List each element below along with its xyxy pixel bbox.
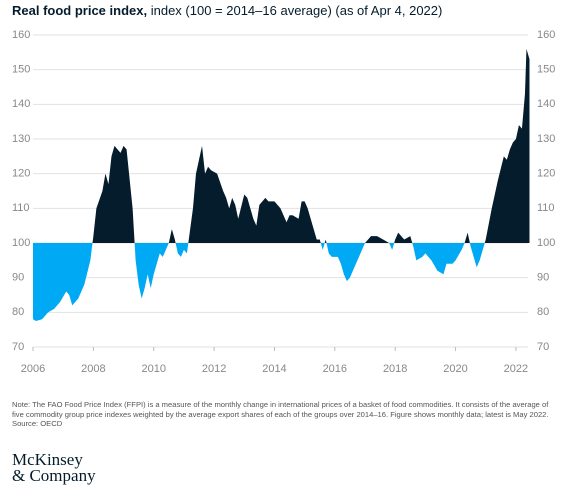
chart-title: Real food price index,	[12, 3, 147, 18]
y-tick-label-right: 70	[537, 341, 549, 353]
x-tick-label: 2022	[504, 363, 528, 375]
y-tick-label: 90	[12, 272, 24, 284]
source: Source: OECD	[12, 419, 63, 429]
y-tick-label-right: 90	[537, 272, 549, 284]
x-tick-label: 2014	[262, 363, 286, 375]
y-tick-label: 100	[12, 237, 30, 249]
note-block: Note: The FAO Food Price Index (FFPI) is…	[12, 400, 557, 429]
x-tick-label: 2018	[383, 363, 407, 375]
y-tick-label-right: 100	[537, 237, 555, 249]
y-tick-label-right: 110	[537, 202, 555, 214]
x-tick-label: 2012	[202, 363, 226, 375]
y-tick-label: 110	[12, 202, 30, 214]
y-tick-label-right: 120	[537, 168, 555, 180]
logo-line: McKinsey	[12, 450, 83, 469]
y-tick-label: 70	[12, 341, 24, 353]
x-tick-label: 2006	[21, 363, 45, 375]
y-tick-label: 150	[12, 64, 30, 76]
x-tick-label: 2020	[443, 363, 467, 375]
y-tick-label: 160	[12, 29, 30, 41]
logo: McKinsey & Company	[12, 450, 96, 485]
y-tick-label: 130	[12, 133, 30, 145]
chart: Real food price index, index (100 = 2014…	[12, 3, 555, 375]
y-tick-label-right: 150	[537, 64, 555, 76]
note: Note: The FAO Food Price Index (FFPI) is…	[12, 400, 549, 419]
y-tick-label-right: 140	[537, 98, 555, 110]
x-tick-label: 2010	[141, 363, 165, 375]
y-tick-label: 120	[12, 168, 30, 180]
logo-line: & Company	[12, 466, 96, 485]
y-tick-label: 80	[12, 306, 24, 318]
x-tick-label: 2008	[81, 363, 105, 375]
y-tick-label-right: 160	[537, 29, 555, 41]
y-tick-label-right: 130	[537, 133, 555, 145]
y-tick-label: 140	[12, 98, 30, 110]
chart-subtitle: index (100 = 2014–16 average) (as of Apr…	[151, 3, 443, 18]
x-tick-label: 2016	[323, 363, 347, 375]
area-above	[33, 48, 530, 243]
chart-title-line: Real food price index, index (100 = 2014…	[12, 3, 442, 18]
y-tick-label-right: 80	[537, 306, 549, 318]
area-below	[33, 243, 530, 321]
